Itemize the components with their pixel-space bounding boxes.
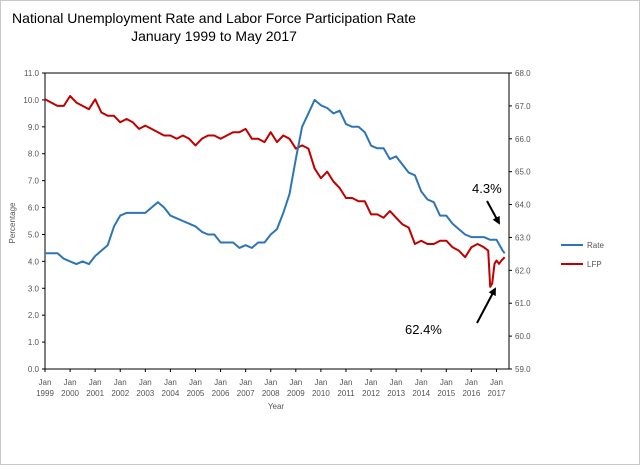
left-tick-label: 7.0 bbox=[28, 177, 40, 186]
x-tick-year: 2008 bbox=[262, 389, 280, 398]
x-tick-year: 2006 bbox=[212, 389, 230, 398]
x-tick-year: 2010 bbox=[312, 389, 330, 398]
legend-label-rate: Rate bbox=[587, 241, 604, 250]
x-tick-month: Jan bbox=[314, 378, 327, 387]
x-tick-month: Jan bbox=[214, 378, 227, 387]
series-line-rate bbox=[45, 98, 506, 266]
x-tick-year: 1999 bbox=[36, 389, 54, 398]
annotation-lfp-arrow bbox=[476, 287, 496, 324]
y-axis-title: Percentage bbox=[8, 202, 17, 243]
x-tick-year: 2005 bbox=[187, 389, 205, 398]
left-tick-label: 9.0 bbox=[28, 123, 40, 132]
x-axis: Jan 1999 Jan 2000 Jan 2001 Jan 2002 Jan 2003 Jan 20… bbox=[36, 369, 506, 398]
x-tick-month: Jan bbox=[289, 378, 302, 387]
x-tick-month: Jan bbox=[264, 378, 277, 387]
x-tick-year: 2004 bbox=[162, 389, 180, 398]
right-tick-label: 62.0 bbox=[515, 266, 531, 275]
annotation-rate-arrow bbox=[486, 200, 500, 225]
right-tick-label: 67.0 bbox=[515, 102, 531, 111]
x-tick-year: 2013 bbox=[387, 389, 405, 398]
annotations: 4.3% 62.4% bbox=[405, 181, 502, 337]
left-tick-label: 6.0 bbox=[28, 204, 40, 213]
x-tick-month: Jan bbox=[365, 378, 378, 387]
x-tick-month: Jan bbox=[64, 378, 77, 387]
x-tick-year: 2017 bbox=[488, 389, 506, 398]
x-tick-month: Jan bbox=[239, 378, 252, 387]
x-tick-year: 2000 bbox=[61, 389, 79, 398]
right-tick-label: 64.0 bbox=[515, 201, 531, 210]
right-tick-label: 61.0 bbox=[515, 299, 531, 308]
x-tick-year: 2016 bbox=[462, 389, 480, 398]
right-tick-label: 60.0 bbox=[515, 332, 531, 341]
x-tick-month: Jan bbox=[390, 378, 403, 387]
x-tick-month: Jan bbox=[39, 378, 52, 387]
legend-label-lfp: LFP bbox=[587, 260, 602, 269]
series-line-lfp bbox=[44, 95, 506, 288]
x-tick-month: Jan bbox=[340, 378, 353, 387]
left-tick-label: 0.0 bbox=[28, 365, 40, 374]
right-tick-label: 59.0 bbox=[515, 365, 531, 374]
x-tick-year: 2014 bbox=[412, 389, 430, 398]
series-layer bbox=[44, 95, 506, 288]
left-tick-label: 2.0 bbox=[28, 311, 40, 320]
x-tick-year: 2002 bbox=[111, 389, 129, 398]
x-tick-year: 2011 bbox=[337, 389, 355, 398]
x-tick-month: Jan bbox=[89, 378, 102, 387]
x-tick-year: 2015 bbox=[437, 389, 455, 398]
x-tick-month: Jan bbox=[139, 378, 152, 387]
x-tick-month: Jan bbox=[189, 378, 202, 387]
legend: Rate LFP bbox=[561, 241, 604, 269]
chart-subtitle: January 1999 to May 2017 bbox=[131, 28, 297, 44]
x-tick-month: Jan bbox=[465, 378, 478, 387]
left-tick-label: 1.0 bbox=[28, 338, 40, 347]
x-tick-year: 2012 bbox=[362, 389, 380, 398]
x-tick-month: Jan bbox=[164, 378, 177, 387]
right-tick-label: 66.0 bbox=[515, 135, 531, 144]
left-axis: 0.0 1.0 2.0 3.0 4.0 5.0 6.0 7.0 8.0 9.0 10.0 11.0 bbox=[23, 69, 45, 374]
x-tick-year: 2007 bbox=[237, 389, 255, 398]
annotation-lfp-label: 62.4% bbox=[405, 322, 442, 337]
left-tick-label: 11.0 bbox=[24, 69, 40, 78]
left-tick-label: 3.0 bbox=[28, 284, 40, 293]
left-tick-label: 4.0 bbox=[28, 257, 40, 266]
right-tick-label: 68.0 bbox=[515, 69, 531, 78]
x-tick-year: 2009 bbox=[287, 389, 305, 398]
x-tick-month: Jan bbox=[114, 378, 127, 387]
left-tick-label: 5.0 bbox=[28, 230, 40, 239]
annotation-rate-label: 4.3% bbox=[472, 181, 502, 196]
x-tick-month: Jan bbox=[440, 378, 453, 387]
right-tick-label: 63.0 bbox=[515, 233, 531, 242]
plot-area bbox=[44, 72, 510, 370]
x-axis-title: Year bbox=[268, 402, 285, 411]
x-tick-month: Jan bbox=[415, 378, 428, 387]
x-tick-year: 2003 bbox=[136, 389, 154, 398]
x-tick-year: 2001 bbox=[86, 389, 104, 398]
x-tick-month: Jan bbox=[490, 378, 503, 387]
right-tick-label: 65.0 bbox=[515, 168, 531, 177]
chart-title: National Unemployment Rate and Labor For… bbox=[12, 10, 416, 26]
left-tick-label: 10.0 bbox=[23, 96, 39, 105]
right-axis: 59.0 60.0 61.0 62.0 63.0 64.0 65.0 66.0 67.0 68.0 bbox=[509, 69, 531, 374]
left-tick-label: 8.0 bbox=[28, 150, 40, 159]
